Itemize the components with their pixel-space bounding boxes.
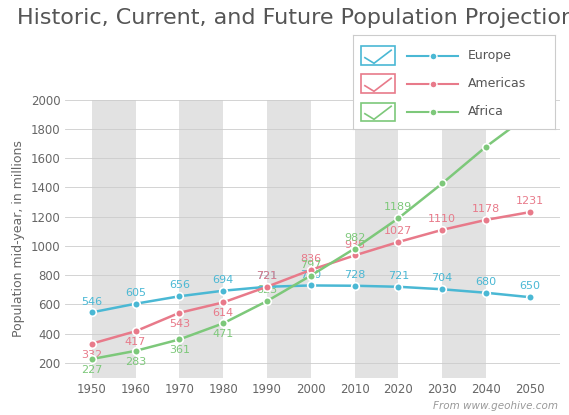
Text: 543: 543 [169, 319, 190, 329]
Text: 656: 656 [169, 281, 190, 290]
Text: 417: 417 [125, 337, 146, 347]
Text: 680: 680 [476, 277, 497, 287]
Text: 694: 694 [212, 275, 234, 285]
Y-axis label: Population mid-year, in millions: Population mid-year, in millions [13, 140, 25, 337]
Text: 605: 605 [125, 288, 146, 298]
Text: 935: 935 [344, 239, 365, 249]
Text: 1231: 1231 [516, 196, 544, 206]
Text: 721: 721 [387, 271, 409, 281]
Text: 283: 283 [125, 357, 146, 367]
Bar [442, 100, 486, 378]
Text: 546: 546 [81, 297, 102, 307]
Text: 1027: 1027 [384, 226, 413, 236]
Text: Americas: Americas [468, 77, 526, 90]
Text: 836: 836 [300, 254, 321, 264]
FancyBboxPatch shape [361, 75, 395, 93]
Text: Africa: Africa [468, 105, 504, 118]
Text: 721: 721 [256, 271, 278, 281]
Text: 227: 227 [81, 365, 102, 375]
Text: Europe: Europe [468, 49, 512, 62]
Text: 1110: 1110 [428, 214, 456, 224]
Text: 1178: 1178 [472, 204, 500, 214]
Text: 982: 982 [344, 233, 365, 243]
Text: 730: 730 [300, 270, 321, 280]
Text: 332: 332 [81, 349, 102, 359]
Text: 650: 650 [519, 281, 541, 291]
Text: 721: 721 [256, 271, 278, 281]
Text: 728: 728 [344, 270, 365, 280]
Text: 623: 623 [257, 285, 278, 295]
Text: 471: 471 [212, 329, 234, 339]
Bar [354, 100, 398, 378]
Text: 704: 704 [431, 273, 453, 283]
Text: 361: 361 [169, 345, 190, 355]
Bar [92, 100, 135, 378]
Bar [267, 100, 311, 378]
Text: 14: 14 [435, 103, 450, 112]
Text: 797: 797 [300, 260, 321, 270]
Text: 614: 614 [213, 308, 234, 318]
Text: 1189: 1189 [384, 203, 413, 212]
FancyBboxPatch shape [361, 103, 395, 121]
Text: Historic, Current, and Future Population Projection: Historic, Current, and Future Population… [17, 8, 569, 28]
Text: From www.geohive.com: From www.geohive.com [432, 401, 558, 411]
FancyBboxPatch shape [361, 46, 395, 65]
Bar [179, 100, 223, 378]
